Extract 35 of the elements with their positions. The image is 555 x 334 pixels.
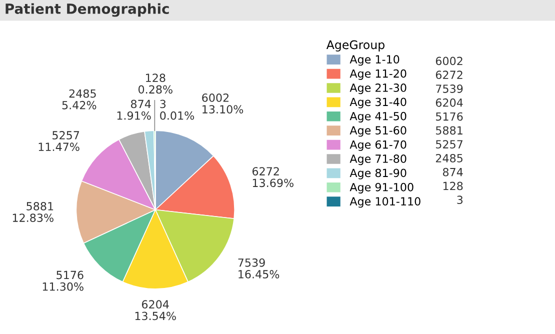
text: 874 [442,168,463,176]
legend-title: AgeGroup [326,40,384,52]
data-label: 2485 5.42% [62,89,96,110]
text: 7539 [436,84,463,93]
data-label: 5257 11.47% [38,131,80,152]
data-label: 5176 11.30% [42,270,84,291]
legend-label: Age 91-100 [350,182,414,194]
text: 128 [443,182,463,190]
text: 2485 [436,154,462,162]
legend-label: Age 81-90 [350,168,406,180]
legend-label: Age 61-70 [350,140,406,151]
data-label: 5881 12.83% [12,202,54,222]
data-label: 128 0.28% [138,74,172,94]
legend-label: Age 21-30 [350,84,406,94]
legend-label: Age 31-40 [350,98,406,108]
legend-label: Age 41-50 [350,112,406,122]
text: 6272 [436,70,462,80]
data-label: 6204 13.54% [135,300,176,320]
data-label: 6272 13.69% [252,167,294,188]
data-label: 7539 16.45% [238,258,280,278]
text: 6002 [436,56,462,66]
text: 5257 [436,140,462,149]
text: 6204 [436,98,463,107]
data-label: 874 1.91% [117,100,151,120]
text: 3 [457,196,463,204]
data-label: 6002 13.10% [202,94,244,114]
legend-label: Age 51-60 [350,126,406,137]
legend-label: Age 71-80 [350,154,406,166]
chart-title: Patient Demographic [6,3,169,17]
text: 5176 [436,112,463,121]
legend-label: Age 101-110 [350,197,420,208]
data-label: 3 0.01% [160,100,194,120]
text: 5881 [436,126,462,135]
legend-label: Age 11-20 [350,69,406,80]
legend-label: Age 1-10 [350,55,400,66]
